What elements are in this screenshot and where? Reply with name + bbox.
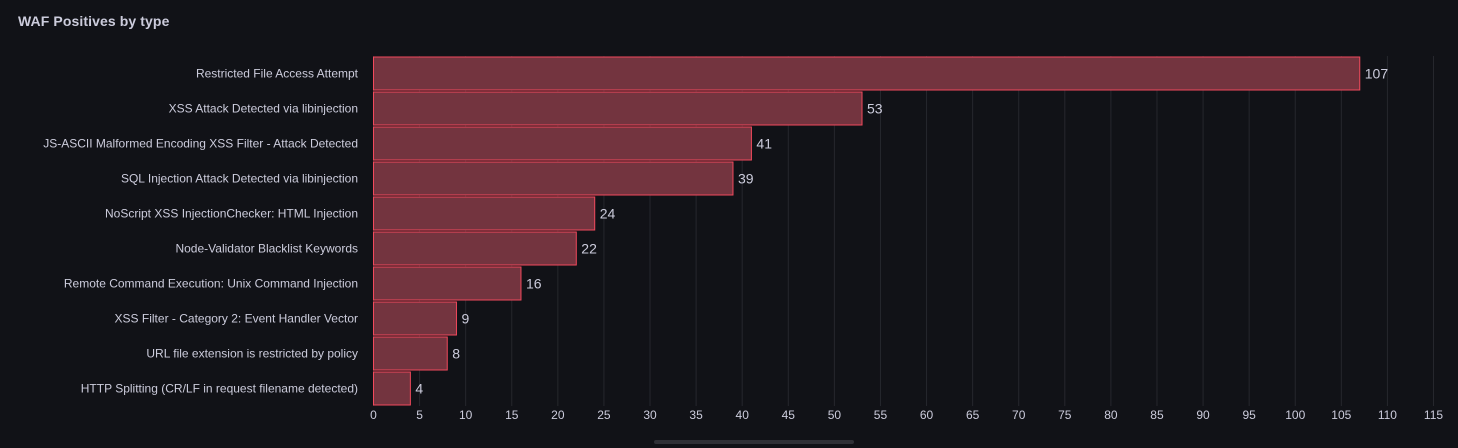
x-tick-label: 60 xyxy=(920,408,934,422)
x-tick-label: 20 xyxy=(551,408,565,422)
x-tick-label: 65 xyxy=(966,408,980,422)
x-tick-label: 25 xyxy=(597,408,611,422)
x-tick-label: 95 xyxy=(1242,408,1256,422)
x-tick-label: 50 xyxy=(828,408,842,422)
value-labels: 107 53 41 39 24 22 16 9 8 4 xyxy=(415,66,1388,397)
x-tick-label: 45 xyxy=(782,408,796,422)
category-label: JS-ASCII Malformed Encoding XSS Filter -… xyxy=(43,137,358,151)
value-label: 9 xyxy=(461,311,469,327)
bars xyxy=(373,56,1361,406)
grid-lines xyxy=(373,56,1434,406)
bar[interactable] xyxy=(373,231,577,266)
value-label: 24 xyxy=(600,206,616,222)
value-label: 16 xyxy=(526,276,542,292)
bar[interactable] xyxy=(373,371,411,406)
x-tick-label: 100 xyxy=(1285,408,1305,422)
value-label: 22 xyxy=(581,241,597,257)
x-tick-label: 30 xyxy=(643,408,657,422)
x-tick-label: 75 xyxy=(1058,408,1072,422)
value-label: 4 xyxy=(415,381,423,397)
bar[interactable] xyxy=(373,266,522,301)
value-label: 39 xyxy=(738,171,754,187)
value-label: 41 xyxy=(756,136,772,152)
category-label: NoScript XSS InjectionChecker: HTML Inje… xyxy=(105,207,358,221)
category-label: Restricted File Access Attempt xyxy=(196,67,359,81)
category-label: Remote Command Execution: Unix Command I… xyxy=(64,277,358,291)
bar[interactable] xyxy=(373,126,752,161)
category-label: Node-Validator Blacklist Keywords xyxy=(175,242,358,256)
x-tick-label: 70 xyxy=(1012,408,1026,422)
category-label: XSS Attack Detected via libinjection xyxy=(169,102,358,116)
x-tick-label: 0 xyxy=(370,408,377,422)
scrollbar-handle[interactable] xyxy=(654,440,854,444)
x-tick-label: 55 xyxy=(874,408,888,422)
bar[interactable] xyxy=(373,56,1361,91)
x-tick-label: 15 xyxy=(505,408,519,422)
x-tick-label: 115 xyxy=(1424,408,1443,422)
x-tick-label: 40 xyxy=(736,408,750,422)
bar[interactable] xyxy=(373,336,448,371)
bar[interactable] xyxy=(373,91,863,126)
x-tick-label: 35 xyxy=(689,408,703,422)
x-tick-label: 110 xyxy=(1378,408,1397,422)
x-tick-label: 10 xyxy=(459,408,473,422)
value-label: 53 xyxy=(867,101,883,117)
bar[interactable] xyxy=(373,301,457,336)
x-axis-ticks: 0 5 10 15 20 25 30 35 40 45 50 55 60 65 70 75 80 85 90 95 10… xyxy=(370,408,1443,422)
category-label: URL file extension is restricted by poli… xyxy=(146,347,358,361)
bar[interactable] xyxy=(373,161,734,196)
bar[interactable] xyxy=(373,196,596,231)
x-tick-label: 5 xyxy=(416,408,423,422)
x-tick-label: 85 xyxy=(1150,408,1164,422)
category-label: XSS Filter - Category 2: Event Handler V… xyxy=(115,312,358,326)
value-label: 107 xyxy=(1365,66,1389,82)
category-label: HTTP Splitting (CR/LF in request filenam… xyxy=(81,382,358,396)
x-tick-label: 80 xyxy=(1104,408,1118,422)
x-tick-label: 90 xyxy=(1196,408,1210,422)
panel-title: WAF Positives by type xyxy=(18,13,170,29)
value-label: 8 xyxy=(452,346,460,362)
category-labels: Restricted File Access Attempt XSS Attack… xyxy=(43,67,358,396)
x-tick-label: 105 xyxy=(1331,408,1351,422)
category-label: SQL Injection Attack Detected via libinj… xyxy=(121,172,358,186)
